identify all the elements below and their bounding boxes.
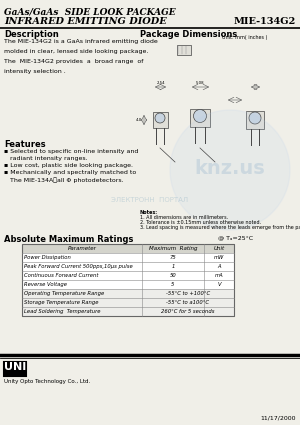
Text: knz.us: knz.us bbox=[195, 159, 266, 178]
Text: mA: mA bbox=[214, 273, 224, 278]
Text: Unit: mm( inches ): Unit: mm( inches ) bbox=[222, 35, 267, 40]
Text: UNI: UNI bbox=[4, 362, 26, 372]
Text: mW: mW bbox=[214, 255, 224, 260]
Text: 1: 1 bbox=[171, 264, 175, 269]
Bar bbox=[22, 298, 234, 307]
Text: 1. All dimensions are in millimeters.: 1. All dimensions are in millimeters. bbox=[140, 215, 228, 220]
Text: 5: 5 bbox=[171, 282, 175, 287]
Text: 50: 50 bbox=[169, 273, 176, 278]
Text: Unity Opto Technology Co., Ltd.: Unity Opto Technology Co., Ltd. bbox=[4, 379, 90, 384]
Text: Continuous Forward Current: Continuous Forward Current bbox=[24, 273, 98, 278]
Bar bbox=[177, 45, 191, 55]
Text: Absolute Maximum Ratings: Absolute Maximum Ratings bbox=[4, 235, 134, 244]
Text: Unit: Unit bbox=[213, 246, 225, 251]
Bar bbox=[22, 244, 234, 316]
Text: ЭЛЕКТРОНН  ПОРТАЛ: ЭЛЕКТРОНН ПОРТАЛ bbox=[111, 197, 189, 203]
Text: Parameter: Parameter bbox=[68, 246, 96, 251]
Text: 3. Lead spacing is measured where the leads emerge from the package.: 3. Lead spacing is measured where the le… bbox=[140, 225, 300, 230]
Text: ▪ Low cost, plastic side looking package.: ▪ Low cost, plastic side looking package… bbox=[4, 163, 133, 168]
Bar bbox=[4, 362, 26, 376]
Bar bbox=[22, 244, 234, 316]
Circle shape bbox=[194, 110, 206, 122]
Text: INFRARED EMITTING DIODE: INFRARED EMITTING DIODE bbox=[4, 17, 167, 26]
Text: Peak Forward Current 500pps,10μs pulse: Peak Forward Current 500pps,10μs pulse bbox=[24, 264, 133, 269]
Bar bbox=[22, 289, 234, 298]
Text: Package Dimensions: Package Dimensions bbox=[140, 30, 237, 39]
Circle shape bbox=[249, 112, 261, 124]
Text: 2. Tolerance is ±0.15mm unless otherwise noted.: 2. Tolerance is ±0.15mm unless otherwise… bbox=[140, 220, 261, 225]
Text: Reverse Voltage: Reverse Voltage bbox=[24, 282, 67, 287]
Circle shape bbox=[170, 110, 290, 230]
Text: 2.54: 2.54 bbox=[157, 81, 165, 85]
Text: Lead Soldering  Temperature: Lead Soldering Temperature bbox=[24, 309, 100, 314]
Text: radiant intensity ranges.: radiant intensity ranges. bbox=[4, 156, 88, 161]
Text: 4.0: 4.0 bbox=[136, 118, 142, 122]
Text: The MIE-134G2 is a GaAs infrared emitting diode: The MIE-134G2 is a GaAs infrared emittin… bbox=[4, 39, 158, 44]
Bar bbox=[22, 244, 234, 253]
Text: MIE-134G2: MIE-134G2 bbox=[234, 17, 296, 26]
Text: ▪ Selected to specific on-line intensity and: ▪ Selected to specific on-line intensity… bbox=[4, 149, 138, 154]
Text: Description: Description bbox=[4, 30, 59, 39]
Text: Notes:: Notes: bbox=[140, 210, 158, 215]
Text: A: A bbox=[217, 264, 221, 269]
Text: ▪ Mechanically and spectrally matched to: ▪ Mechanically and spectrally matched to bbox=[4, 170, 136, 175]
Bar bbox=[246, 111, 264, 129]
Text: V: V bbox=[217, 282, 221, 287]
Text: GaAs/GaAs  SIDE LOOK PACKAGE: GaAs/GaAs SIDE LOOK PACKAGE bbox=[4, 7, 176, 16]
Text: molded in clear, lensed side looking package.: molded in clear, lensed side looking pac… bbox=[4, 49, 148, 54]
Text: Features: Features bbox=[4, 140, 46, 149]
Bar bbox=[190, 109, 210, 127]
Text: Power Dissipation: Power Dissipation bbox=[24, 255, 71, 260]
Text: Storage Temperature Range: Storage Temperature Range bbox=[24, 300, 98, 305]
Text: Operating Temperature Range: Operating Temperature Range bbox=[24, 291, 104, 296]
Text: 260°C for 5 seconds: 260°C for 5 seconds bbox=[161, 309, 215, 314]
Text: Maximum  Rating: Maximum Rating bbox=[149, 246, 197, 251]
Text: intensity selection .: intensity selection . bbox=[4, 69, 66, 74]
Bar bbox=[22, 307, 234, 316]
Text: @ Tₐ=25°C: @ Tₐ=25°C bbox=[218, 235, 253, 240]
Text: 75: 75 bbox=[169, 255, 176, 260]
Text: -55°C to +100°C: -55°C to +100°C bbox=[166, 291, 210, 296]
Text: 11/17/2000: 11/17/2000 bbox=[260, 415, 296, 420]
Circle shape bbox=[155, 113, 165, 123]
Text: The MIE-134A！all Φ photodetectors.: The MIE-134A！all Φ photodetectors. bbox=[4, 177, 124, 183]
Text: -55°C to a100°C: -55°C to a100°C bbox=[167, 300, 209, 305]
Text: 5.08: 5.08 bbox=[196, 81, 204, 85]
Text: The  MIE-134G2 provides  a  broad range  of: The MIE-134G2 provides a broad range of bbox=[4, 59, 143, 64]
Bar bbox=[152, 112, 167, 128]
